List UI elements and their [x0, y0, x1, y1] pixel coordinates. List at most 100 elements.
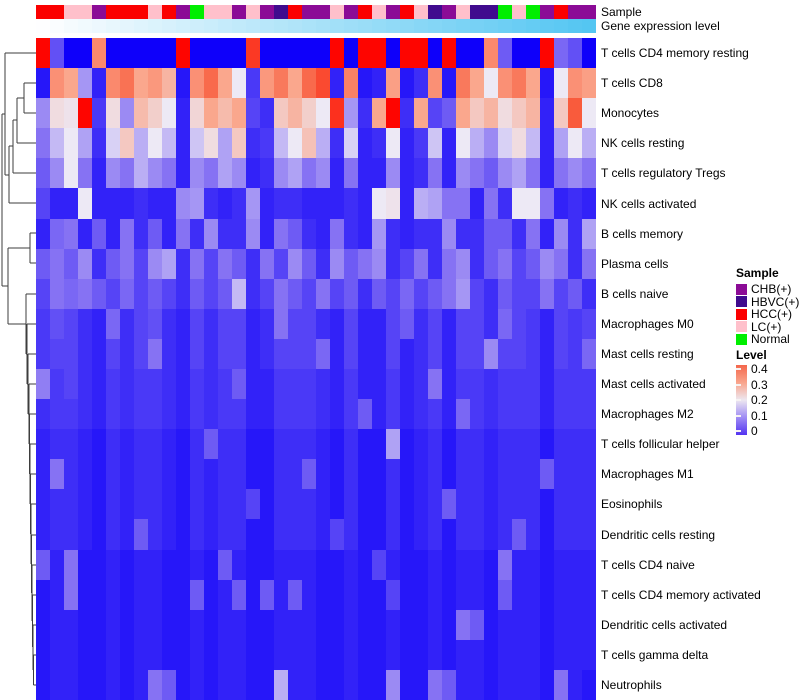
heatmap-cell: [582, 369, 596, 400]
legend-item-label: LC(+): [751, 319, 782, 334]
heatmap-cell: [274, 519, 288, 550]
heatmap-cell: [106, 429, 120, 460]
heatmap-cell: [260, 639, 274, 670]
heatmap-cell: [288, 128, 302, 159]
heatmap-cell: [442, 459, 456, 490]
heatmap-cell: [484, 369, 498, 400]
heatmap-cell: [148, 459, 162, 490]
heatmap-cell: [92, 68, 106, 99]
heatmap-cell: [64, 278, 78, 309]
heatmap-cell: [162, 218, 176, 249]
heatmap-cell: [218, 278, 232, 309]
heatmap-cell: [176, 519, 190, 550]
gene-expression-cell: [386, 19, 400, 33]
gene-annotation-label: Gene expression level: [601, 19, 720, 33]
heatmap-cell: [554, 98, 568, 129]
gene-expression-cell: [400, 19, 414, 33]
heatmap-cell: [470, 218, 484, 249]
heatmap-cell: [358, 669, 372, 700]
heatmap-cell: [484, 609, 498, 640]
heatmap-cell: [148, 549, 162, 580]
heatmap-cell: [456, 429, 470, 460]
heatmap-cell: [358, 489, 372, 520]
heatmap-cell: [134, 609, 148, 640]
heatmap-cell: [330, 519, 344, 550]
heatmap-cell: [386, 459, 400, 490]
heatmap-cell: [372, 248, 386, 279]
heatmap-cell: [498, 248, 512, 279]
heatmap-cell: [456, 639, 470, 670]
gene-expression-cell: [246, 19, 260, 33]
heatmap-cell: [372, 158, 386, 189]
heatmap-cell: [92, 218, 106, 249]
heatmap-cell: [176, 639, 190, 670]
heatmap-cell: [344, 489, 358, 520]
sample-annotation-cell: [50, 5, 64, 19]
heatmap-cell: [64, 98, 78, 129]
heatmap-cell: [218, 128, 232, 159]
heatmap-cell: [232, 278, 246, 309]
heatmap-cell: [568, 609, 582, 640]
heatmap-cell: [120, 218, 134, 249]
heatmap-cell: [204, 38, 218, 69]
heatmap-cell: [512, 489, 526, 520]
gene-expression-cell: [484, 19, 498, 33]
heatmap-cell: [106, 68, 120, 99]
heatmap-cell: [358, 429, 372, 460]
heatmap-cell: [358, 459, 372, 490]
sample-annotation-cell: [232, 5, 246, 19]
heatmap-cell: [106, 98, 120, 129]
heatmap-cell: [470, 549, 484, 580]
heatmap-cell: [302, 519, 316, 550]
sample-annotation-cell: [162, 5, 176, 19]
heatmap-cell: [162, 669, 176, 700]
heatmap-cell: [554, 519, 568, 550]
heatmap-cell: [260, 98, 274, 129]
heatmap-cell: [50, 399, 64, 430]
gene-expression-cell: [498, 19, 512, 33]
heatmap-cell: [498, 669, 512, 700]
gene-expression-cell: [414, 19, 428, 33]
heatmap-cell: [260, 459, 274, 490]
heatmap-cell: [246, 188, 260, 219]
heatmap-cell: [386, 248, 400, 279]
heatmap-cell: [470, 38, 484, 69]
heatmap-cell: [106, 158, 120, 189]
heatmap-cell: [190, 579, 204, 610]
heatmap-cell: [498, 188, 512, 219]
heatmap-cell: [288, 519, 302, 550]
heatmap-cell: [246, 669, 260, 700]
heatmap-cell: [176, 308, 190, 339]
heatmap-cell: [288, 639, 302, 670]
heatmap-cell: [512, 609, 526, 640]
heatmap-cell: [246, 248, 260, 279]
heatmap-cell: [554, 399, 568, 430]
heatmap-cell: [540, 248, 554, 279]
heatmap-cell: [330, 218, 344, 249]
heatmap-cell: [232, 369, 246, 400]
heatmap-cell: [428, 459, 442, 490]
heatmap-cell: [134, 429, 148, 460]
heatmap-cell: [232, 248, 246, 279]
heatmap-cell: [92, 278, 106, 309]
heatmap-cell: [120, 399, 134, 430]
heatmap-cell: [358, 158, 372, 189]
heatmap-cell: [330, 459, 344, 490]
row-label: Mast cells resting: [601, 346, 694, 361]
heatmap-cell: [540, 98, 554, 129]
heatmap-cell: [526, 158, 540, 189]
heatmap-cell: [148, 338, 162, 369]
heatmap-cell: [92, 669, 106, 700]
heatmap-cell: [246, 639, 260, 670]
heatmap-cell: [456, 338, 470, 369]
heatmap-cell: [400, 609, 414, 640]
heatmap-cell: [176, 669, 190, 700]
heatmap-cell: [64, 158, 78, 189]
sample-annotation-cell: [302, 5, 316, 19]
heatmap-cell: [134, 639, 148, 670]
heatmap-cell: [36, 278, 50, 309]
heatmap-cell: [414, 519, 428, 550]
heatmap-cell: [36, 639, 50, 670]
heatmap-cell: [484, 399, 498, 430]
heatmap-cell: [372, 669, 386, 700]
